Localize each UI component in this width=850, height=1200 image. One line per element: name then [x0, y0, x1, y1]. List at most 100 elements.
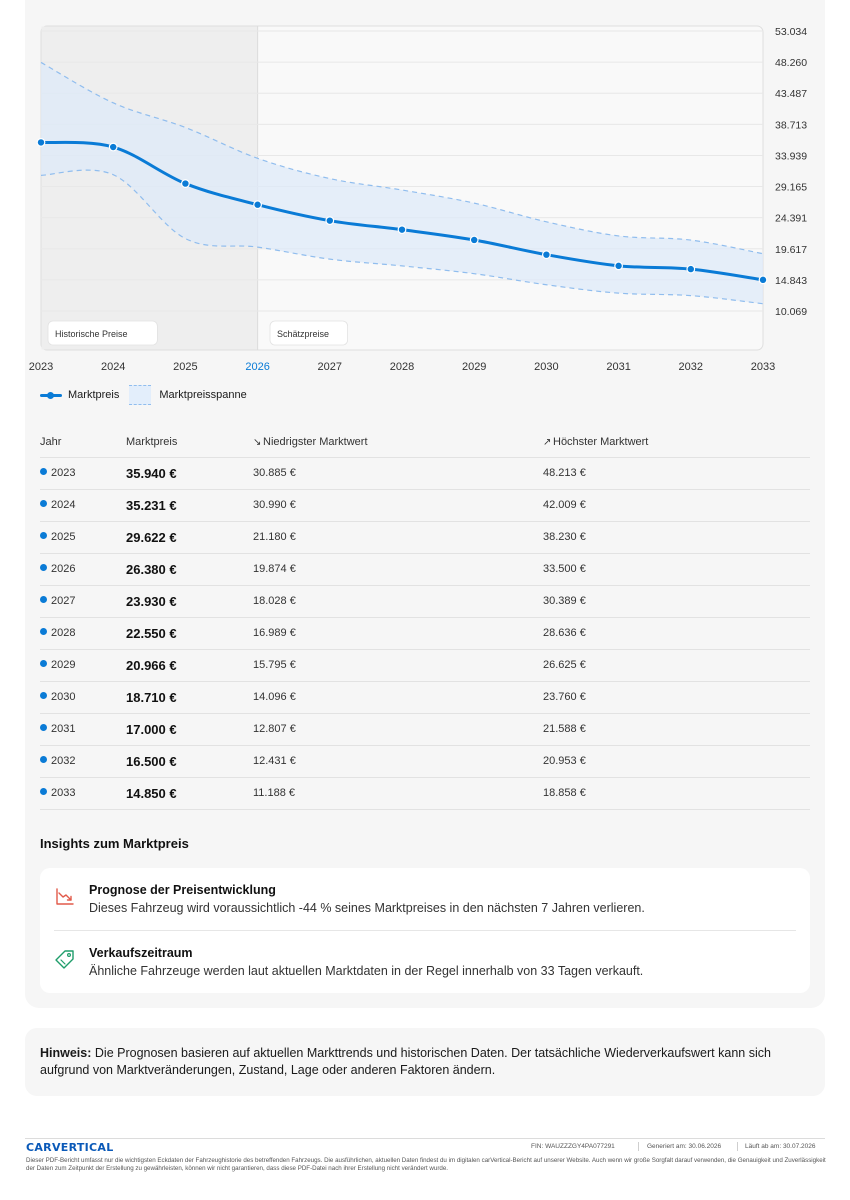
cell-high: 26.625 €	[543, 649, 810, 682]
insights-title: Insights zum Marktpreis	[40, 836, 189, 851]
historical-prices-label: Historische Preise	[55, 329, 128, 339]
cell-year: 2033	[40, 777, 126, 810]
cell-high: 30.389 €	[543, 585, 810, 618]
table-row: 2023 35.940 €30.885 €48.213 €	[40, 457, 810, 490]
y-tick-label: 43.487	[775, 88, 807, 100]
cell-year: 2027	[40, 585, 126, 618]
header-low-label: Niedrigster Marktwert	[263, 435, 368, 448]
cell-high: 21.588 €	[543, 713, 810, 746]
y-tick-label: 48.260	[775, 57, 807, 69]
y-tick-label: 29.165	[775, 182, 807, 194]
cell-price: 20.966 €	[126, 649, 253, 682]
x-tick-label: 2032	[679, 361, 703, 373]
table-row: 2030 18.710 €14.096 €23.760 €	[40, 681, 810, 714]
series-dot-icon	[40, 468, 47, 475]
x-tick-label: 2028	[390, 361, 414, 373]
x-tick-label: 2025	[173, 361, 197, 373]
cell-price: 22.550 €	[126, 617, 253, 650]
cell-high: 23.760 €	[543, 681, 810, 714]
cell-low: 16.989 €	[253, 617, 543, 650]
arrow-down-right-icon: ↘	[253, 436, 262, 448]
data-point	[542, 250, 551, 260]
cell-low: 30.990 €	[253, 489, 543, 522]
footer-fin: FIN: WAUZZZGY4PA077291	[531, 1143, 615, 1150]
data-point	[325, 216, 335, 226]
cell-low: 18.028 €	[253, 585, 543, 618]
data-point	[180, 179, 190, 188]
x-tick-label: 2030	[534, 361, 558, 373]
year-value: 2032	[51, 755, 76, 767]
legend-band-label: Marktpreisspanne	[159, 389, 247, 401]
year-value: 2025	[51, 531, 76, 543]
y-tick-label: 14.843	[775, 275, 807, 287]
x-tick-label: 2027	[318, 361, 342, 373]
series-dot-icon	[40, 564, 47, 571]
cell-year: 2032	[40, 745, 126, 778]
x-tick-label: 2033	[751, 361, 775, 373]
cell-year: 2030	[40, 681, 126, 714]
insights-divider	[54, 930, 796, 931]
cell-low: 21.180 €	[253, 521, 543, 554]
cell-low: 14.096 €	[253, 681, 543, 714]
table-row: 2024 35.231 €30.990 €42.009 €	[40, 489, 810, 522]
year-value: 2027	[51, 595, 76, 607]
cell-year: 2029	[40, 649, 126, 682]
series-dot-icon	[40, 660, 47, 667]
insight-forecast-text: Dieses Fahrzeug wird voraussichtlich -44…	[89, 901, 645, 915]
price-table: Jahr Marktpreis ↘ Niedrigster Marktwert ↗…	[40, 427, 810, 810]
table-row: 2033 14.850 €11.188 €18.858 €	[40, 777, 810, 810]
data-point	[758, 275, 768, 285]
data-point	[397, 225, 407, 235]
insight-forecast-title: Prognose der Preisentwicklung	[89, 883, 276, 897]
table-row: 2029 20.966 €15.795 €26.625 €	[40, 649, 810, 682]
header-high-label: Höchster Marktwert	[553, 435, 649, 448]
series-dot-icon	[40, 596, 47, 603]
table-row: 2031 17.000 €12.807 €21.588 €	[40, 713, 810, 746]
series-dot-icon	[40, 788, 47, 795]
y-tick-label: 10.069	[775, 306, 807, 318]
series-dot-icon	[40, 724, 47, 731]
legend-line-swatch	[40, 390, 62, 400]
footer-separator	[737, 1142, 738, 1151]
forecast-prices-label-bg	[269, 320, 348, 346]
series-dot-icon	[40, 628, 47, 635]
year-value: 2031	[51, 723, 76, 735]
forecast-prices-label: Schätzpreise	[277, 329, 329, 339]
y-tick-label: 33.939	[775, 150, 807, 162]
disclaimer-note: Hinweis: Die Prognosen basieren auf aktu…	[25, 1028, 825, 1096]
cell-high: 18.858 €	[543, 777, 810, 810]
data-point	[469, 235, 479, 245]
table-row: 2028 22.550 €16.989 €28.636 €	[40, 617, 810, 650]
x-tick-label: 2026	[245, 361, 269, 373]
range-low-line	[40, 169, 764, 305]
cell-price: 17.000 €	[126, 713, 253, 746]
price-range-band	[41, 62, 763, 304]
cell-price: 18.710 €	[126, 681, 253, 714]
year-value: 2028	[51, 627, 76, 639]
header-year: Jahr	[40, 427, 126, 458]
cell-high: 42.009 €	[543, 489, 810, 522]
legend-band-swatch	[129, 385, 152, 405]
cell-year: 2025	[40, 521, 126, 554]
cell-price: 35.231 €	[126, 489, 253, 522]
table-row: 2026 26.380 €19.874 €33.500 €	[40, 553, 810, 586]
cell-year: 2024	[40, 489, 126, 522]
cell-high: 38.230 €	[543, 521, 810, 554]
cell-low: 30.885 €	[253, 457, 543, 490]
series-dot-icon	[40, 756, 47, 763]
cell-low: 11.188 €	[253, 777, 543, 810]
header-price: Marktpreis	[126, 427, 253, 458]
chart-legend: Marktpreis Marktpreisspanne	[40, 384, 247, 406]
insight-sale-text: Ähnliche Fahrzeuge werden laut aktuellen…	[89, 964, 644, 978]
footer-separator	[638, 1142, 639, 1151]
cell-low: 15.795 €	[253, 649, 543, 682]
footer-disclaimer: Dieser PDF-Bericht umfasst nur die wicht…	[26, 1157, 826, 1173]
insight-sale-title: Verkaufszeitraum	[89, 946, 193, 960]
cell-high: 20.953 €	[543, 745, 810, 778]
year-value: 2024	[51, 499, 76, 511]
table-header-row: Jahr Marktpreis ↘ Niedrigster Marktwert ↗…	[40, 427, 810, 458]
year-value: 2030	[51, 691, 76, 703]
year-value: 2023	[51, 467, 76, 479]
footer-expiry-date: Läuft ab am: 30.07.2026	[745, 1143, 816, 1150]
table-row: 2025 29.622 €21.180 €38.230 €	[40, 521, 810, 554]
